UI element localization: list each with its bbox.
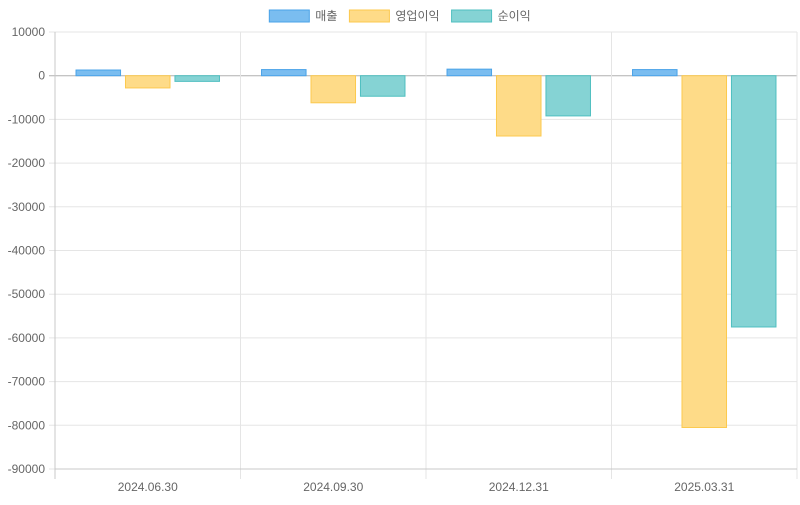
y-tick-label: -70000 [8, 375, 46, 389]
legend-swatch [348, 9, 390, 23]
legend-item[interactable]: 순이익 [451, 9, 531, 23]
y-tick-label: -80000 [8, 418, 46, 432]
y-tick-label: -50000 [8, 287, 46, 301]
bar-1-0[interactable] [124, 75, 171, 89]
x-tick-label: 2024.09.30 [303, 480, 363, 494]
bar-1-3[interactable] [681, 75, 728, 428]
legend-label: 순이익 [498, 9, 531, 23]
legend-label: 영업이익 [395, 9, 439, 23]
bar-1-1[interactable] [310, 75, 357, 104]
legend-swatch [451, 9, 493, 23]
y-tick-label: -90000 [8, 462, 46, 476]
bar-0-0[interactable] [75, 69, 122, 77]
x-tick-label: 2025.03.31 [674, 480, 734, 494]
bar-2-0[interactable] [174, 75, 220, 82]
y-tick-label: 0 [38, 69, 45, 83]
bar-0-2[interactable] [446, 68, 493, 77]
bar-0-3[interactable] [632, 69, 678, 77]
y-tick-label: -60000 [8, 331, 46, 345]
bar-2-1[interactable] [359, 75, 406, 97]
y-tick-label: 10000 [12, 25, 46, 39]
bar-0-1[interactable] [261, 69, 307, 77]
y-tick-label: -40000 [8, 244, 46, 258]
axes: 10000 0 -10000 -20000 -30000 -40000 -50000 -600… [8, 25, 797, 494]
y-tick-label: -30000 [8, 200, 46, 214]
y-tick-label: -20000 [8, 156, 46, 170]
legend-item[interactable]: 영업이익 [348, 9, 440, 23]
legend-item[interactable]: 매출 [268, 9, 337, 23]
bars [75, 68, 777, 428]
x-tick-label: 2024.12.31 [489, 480, 549, 494]
bar-2-2[interactable] [545, 75, 591, 117]
legend-swatch [268, 9, 310, 23]
bar-2-3[interactable] [730, 75, 777, 328]
x-tick-label: 2024.06.30 [118, 480, 178, 494]
legend-label: 매출 [315, 9, 337, 23]
bar-1-2[interactable] [495, 75, 542, 137]
y-tick-label: -10000 [8, 112, 46, 126]
legend: 매출 영업이익 순이익 [268, 9, 531, 23]
